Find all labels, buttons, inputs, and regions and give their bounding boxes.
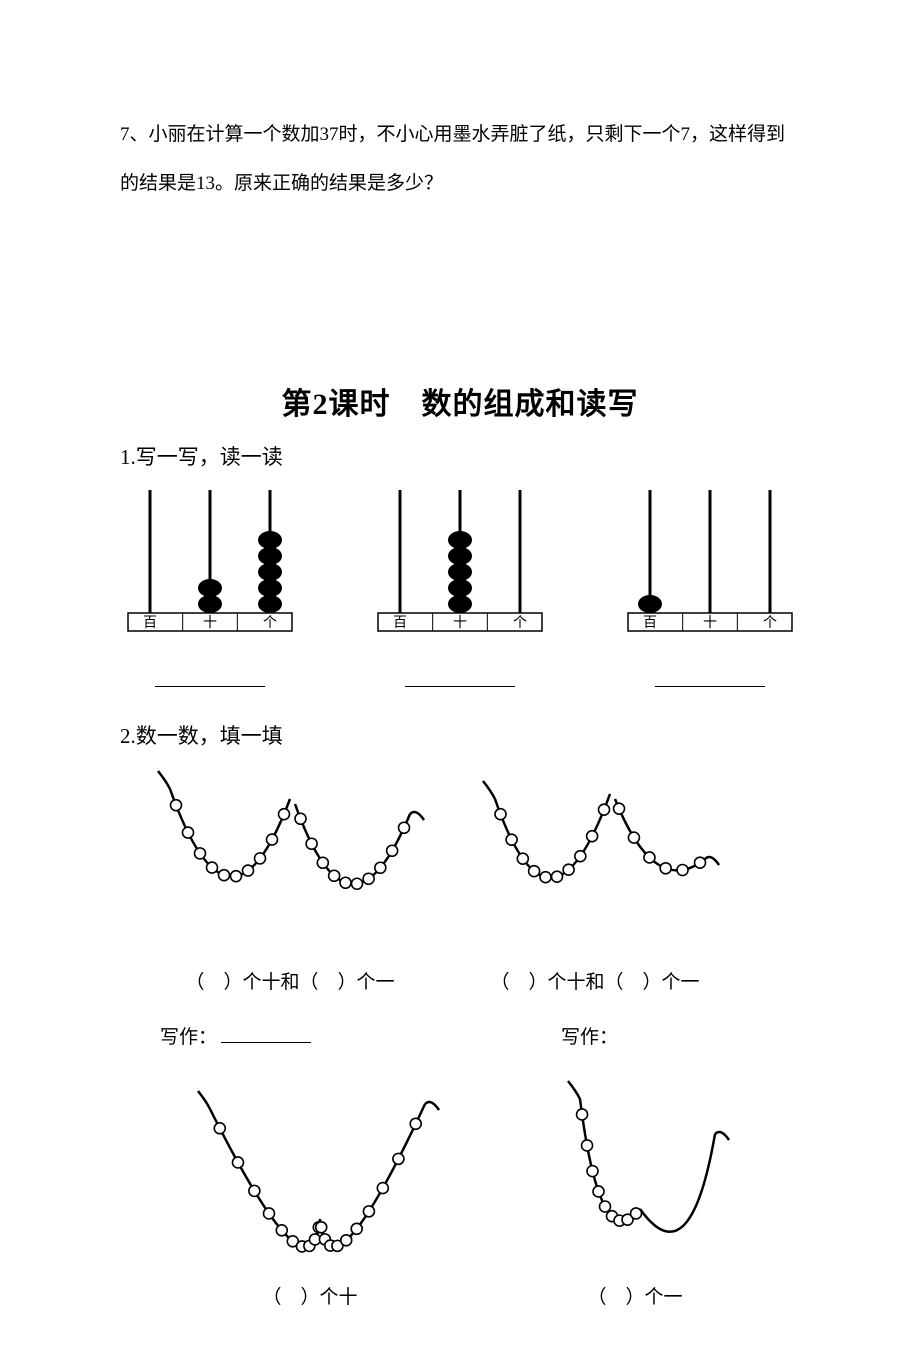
write-row: 写作： 写作： [160,1022,800,1049]
write-b-label: 写作： [561,1022,618,1049]
svg-text:百: 百 [143,615,157,631]
necklace-b [470,764,720,959]
answer-line-2[interactable] [370,670,550,692]
necklace-a-caption: （ ）个十和（ ）个一 [185,967,394,994]
abacus-3: 百十个 [620,485,800,640]
answer-line-1[interactable] [120,670,300,692]
necklace-c-caption: （ ）个十 [262,1282,357,1309]
svg-text:个: 个 [263,615,277,631]
section-1-title: 1.写一写，读一读 [120,441,800,471]
write-a[interactable]: 写作： [160,1022,311,1049]
abacus-row: 百十个 百十个 百十个 [120,485,800,640]
section-2-title: 2.数一数，填一填 [120,720,800,750]
necklace-b-caption: （ ）个十和（ ）个一 [490,967,699,994]
svg-text:个: 个 [513,615,527,631]
necklace-d-caption: （ ）个一 [587,1282,682,1309]
abacus-answer-lines [120,670,800,692]
necklace-row-1: （ ）个十和（ ）个一 （ ）个十和（ ）个一 [150,764,800,994]
abacus-1: 百十个 [120,485,300,640]
necklace-c [180,1079,440,1274]
svg-text:十: 十 [453,615,467,631]
answer-line-3[interactable] [620,670,800,692]
svg-text:百: 百 [643,615,657,631]
svg-text:十: 十 [203,615,217,631]
write-b[interactable]: 写作： [561,1022,618,1049]
question-7: 7、小丽在计算一个数加37时，不小心用墨水弄脏了纸，只剩下一个7，这样得到的结果… [120,110,800,209]
necklace-d [530,1079,740,1274]
write-a-label: 写作： [160,1022,217,1049]
svg-text:百: 百 [393,615,407,631]
svg-text:十: 十 [703,615,717,631]
necklace-a [150,764,430,959]
lesson-title: 第2课时 数的组成和读写 [120,379,800,423]
svg-text:个: 个 [763,615,777,631]
necklace-row-2: （ ）个十 （ ）个一 [180,1079,800,1309]
abacus-2: 百十个 [370,485,550,640]
